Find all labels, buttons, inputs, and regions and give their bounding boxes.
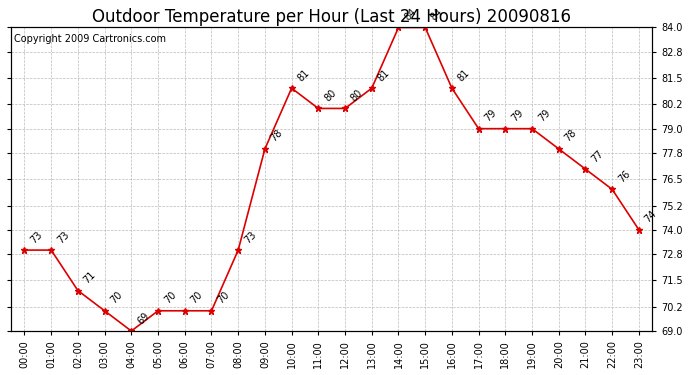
Text: 81: 81 — [456, 68, 472, 83]
Text: Copyright 2009 Cartronics.com: Copyright 2009 Cartronics.com — [14, 33, 166, 44]
Text: 73: 73 — [242, 229, 258, 245]
Text: 81: 81 — [295, 68, 311, 83]
Text: 79: 79 — [536, 108, 552, 124]
Text: 80: 80 — [322, 88, 338, 104]
Text: 73: 73 — [28, 229, 44, 245]
Text: 70: 70 — [215, 290, 231, 306]
Text: 78: 78 — [269, 128, 285, 144]
Text: 84: 84 — [429, 7, 445, 22]
Text: 77: 77 — [589, 148, 605, 164]
Text: 81: 81 — [376, 68, 391, 83]
Title: Outdoor Temperature per Hour (Last 24 Hours) 20090816: Outdoor Temperature per Hour (Last 24 Ho… — [92, 8, 571, 26]
Text: 70: 70 — [189, 290, 205, 306]
Text: 73: 73 — [55, 229, 71, 245]
Text: 69: 69 — [135, 310, 151, 326]
Text: 74: 74 — [643, 209, 659, 225]
Text: 76: 76 — [616, 168, 632, 184]
Text: 70: 70 — [162, 290, 178, 306]
Text: 84: 84 — [402, 7, 418, 22]
Text: 78: 78 — [563, 128, 579, 144]
Text: 70: 70 — [108, 290, 124, 306]
Text: 79: 79 — [482, 108, 498, 124]
Text: 71: 71 — [82, 270, 98, 285]
Text: 80: 80 — [349, 88, 365, 104]
Text: 79: 79 — [509, 108, 525, 124]
